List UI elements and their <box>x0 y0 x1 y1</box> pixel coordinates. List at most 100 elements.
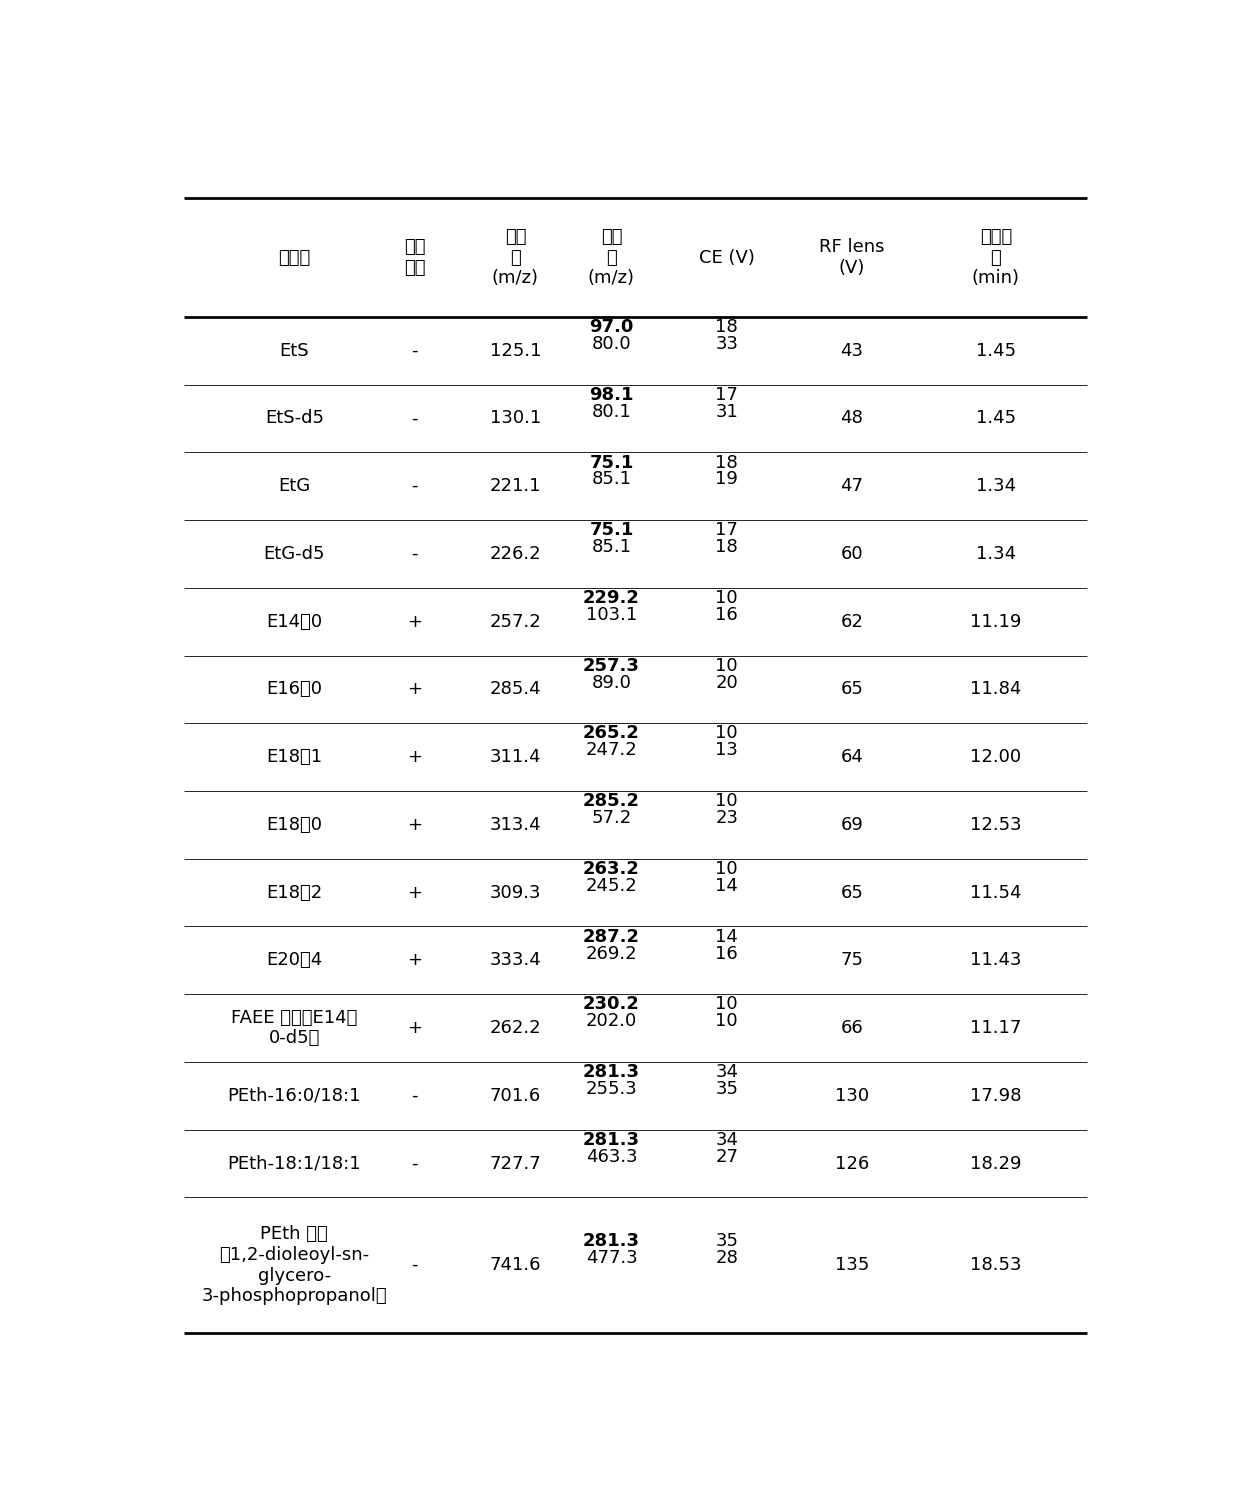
Text: 10: 10 <box>715 860 738 878</box>
Text: 281.3: 281.3 <box>583 1063 640 1081</box>
Text: 10: 10 <box>715 1012 738 1030</box>
Text: 255.3: 255.3 <box>585 1080 637 1098</box>
Text: 11.54: 11.54 <box>970 884 1022 902</box>
Text: 母离
子
(m/z): 母离 子 (m/z) <box>492 228 539 288</box>
Text: PEth-18:1/18:1: PEth-18:1/18:1 <box>227 1155 361 1173</box>
Text: 33: 33 <box>715 335 738 353</box>
Text: 14: 14 <box>715 876 738 894</box>
Text: 18: 18 <box>715 318 738 336</box>
Text: 离子
模式: 离子 模式 <box>404 238 425 277</box>
Text: 701.6: 701.6 <box>490 1087 541 1105</box>
Text: +: + <box>407 612 422 630</box>
Text: 35: 35 <box>715 1232 738 1250</box>
Text: E16：0: E16：0 <box>267 680 322 698</box>
Text: 98.1: 98.1 <box>589 386 634 404</box>
Text: 281.3: 281.3 <box>583 1131 640 1149</box>
Text: 135: 135 <box>835 1256 869 1274</box>
Text: -: - <box>412 410 418 427</box>
Text: 89.0: 89.0 <box>591 674 631 692</box>
Text: E20：4: E20：4 <box>267 952 322 970</box>
Text: FAEE 内标（E14：
0-d5）: FAEE 内标（E14： 0-d5） <box>231 1009 357 1048</box>
Text: PEth 内标
（1,2-dioleoyl-sn-
glycero-
3-phosphopropanol）: PEth 内标 （1,2-dioleoyl-sn- glycero- 3-pho… <box>202 1224 387 1306</box>
Text: 1.34: 1.34 <box>976 544 1016 562</box>
Text: 20: 20 <box>715 674 738 692</box>
Text: -: - <box>412 544 418 562</box>
Text: 229.2: 229.2 <box>583 590 640 608</box>
Text: 18.29: 18.29 <box>970 1155 1022 1173</box>
Text: 10: 10 <box>715 724 738 742</box>
Text: 263.2: 263.2 <box>583 860 640 878</box>
Text: 子离
子
(m/z): 子离 子 (m/z) <box>588 228 635 288</box>
Text: 309.3: 309.3 <box>490 884 541 902</box>
Text: +: + <box>407 1019 422 1038</box>
Text: 10: 10 <box>715 792 738 810</box>
Text: 43: 43 <box>841 342 863 360</box>
Text: 477.3: 477.3 <box>585 1249 637 1267</box>
Text: 10: 10 <box>715 590 738 608</box>
Text: 741.6: 741.6 <box>490 1256 541 1274</box>
Text: 311.4: 311.4 <box>490 748 541 766</box>
Text: 34: 34 <box>715 1063 738 1081</box>
Text: 10: 10 <box>715 995 738 1013</box>
Text: 35: 35 <box>715 1080 738 1098</box>
Text: -: - <box>412 1256 418 1274</box>
Text: 130: 130 <box>835 1087 869 1105</box>
Text: 103.1: 103.1 <box>585 606 637 624</box>
Text: 11.84: 11.84 <box>970 680 1022 698</box>
Text: 202.0: 202.0 <box>585 1012 637 1030</box>
Text: 269.2: 269.2 <box>585 944 637 962</box>
Text: 18.53: 18.53 <box>970 1256 1022 1274</box>
Text: 226.2: 226.2 <box>490 544 541 562</box>
Text: 12.53: 12.53 <box>970 816 1022 834</box>
Text: E18：2: E18：2 <box>267 884 322 902</box>
Text: +: + <box>407 952 422 970</box>
Text: 285.4: 285.4 <box>490 680 541 698</box>
Text: 64: 64 <box>841 748 863 766</box>
Text: 333.4: 333.4 <box>490 952 541 970</box>
Text: EtG: EtG <box>278 477 310 495</box>
Text: 18: 18 <box>715 454 738 472</box>
Text: 31: 31 <box>715 403 738 421</box>
Text: -: - <box>412 342 418 360</box>
Text: 11.17: 11.17 <box>970 1019 1022 1038</box>
Text: 17: 17 <box>715 386 738 404</box>
Text: 1.45: 1.45 <box>976 342 1016 360</box>
Text: E14：0: E14：0 <box>267 612 322 630</box>
Text: 80.1: 80.1 <box>591 403 631 421</box>
Text: EtS: EtS <box>279 342 309 360</box>
Text: 69: 69 <box>841 816 863 834</box>
Text: 85.1: 85.1 <box>591 538 631 556</box>
Text: 221.1: 221.1 <box>490 477 541 495</box>
Text: 10: 10 <box>715 656 738 674</box>
Text: 245.2: 245.2 <box>585 876 637 894</box>
Text: 97.0: 97.0 <box>589 318 634 336</box>
Text: 12.00: 12.00 <box>971 748 1022 766</box>
Text: 66: 66 <box>841 1019 863 1038</box>
Text: 257.3: 257.3 <box>583 656 640 674</box>
Text: 65: 65 <box>841 884 863 902</box>
Text: -: - <box>412 1087 418 1105</box>
Text: 16: 16 <box>715 606 738 624</box>
Text: 19: 19 <box>715 470 738 489</box>
Text: 262.2: 262.2 <box>490 1019 541 1038</box>
Text: 34: 34 <box>715 1131 738 1149</box>
Text: 75.1: 75.1 <box>589 454 634 472</box>
Text: 230.2: 230.2 <box>583 995 640 1013</box>
Text: 11.43: 11.43 <box>970 952 1022 970</box>
Text: 727.7: 727.7 <box>490 1155 541 1173</box>
Text: 125.1: 125.1 <box>490 342 541 360</box>
Text: 75: 75 <box>841 952 863 970</box>
Text: 28: 28 <box>715 1249 738 1267</box>
Text: 57.2: 57.2 <box>591 810 631 826</box>
Text: RF lens
(V): RF lens (V) <box>818 238 884 277</box>
Text: 285.2: 285.2 <box>583 792 640 810</box>
Text: 13: 13 <box>715 742 738 760</box>
Text: -: - <box>412 1155 418 1173</box>
Text: 313.4: 313.4 <box>490 816 541 834</box>
Text: 60: 60 <box>841 544 863 562</box>
Text: EtG-d5: EtG-d5 <box>264 544 325 562</box>
Text: CE (V): CE (V) <box>699 249 755 267</box>
Text: 48: 48 <box>841 410 863 427</box>
Text: 保留时
间
(min): 保留时 间 (min) <box>972 228 1019 288</box>
Text: 16: 16 <box>715 944 738 962</box>
